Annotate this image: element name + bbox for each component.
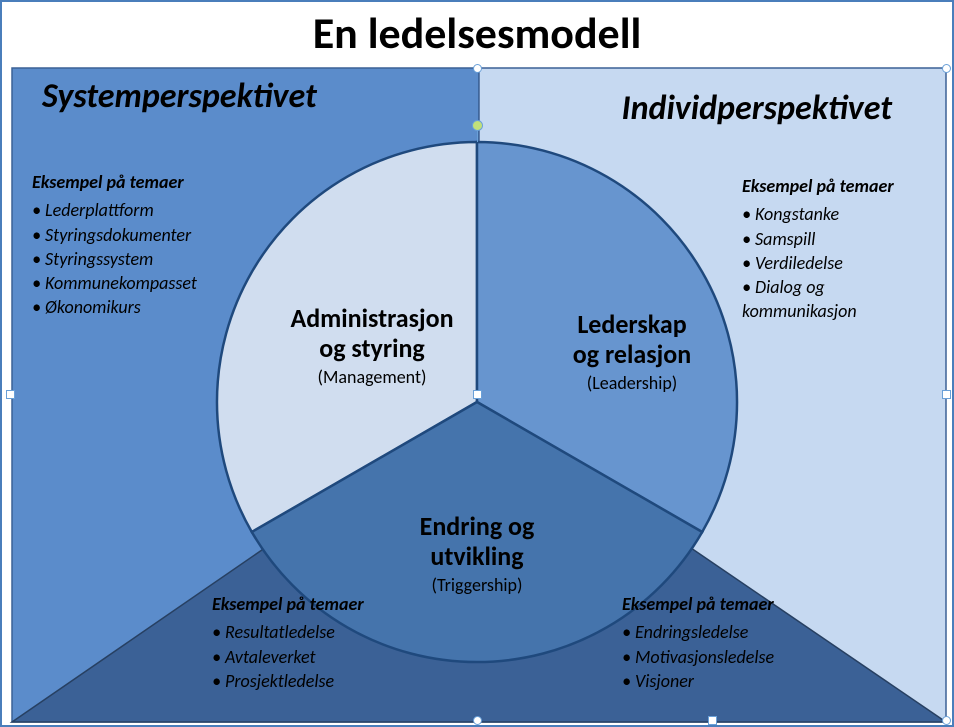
slice-main: Administrasjon [262,304,482,334]
slice-sub: (Triggership) [362,574,592,596]
temaer-header: Eksempel på temaer [212,592,364,616]
temaer-item: Kongstanke [742,202,932,226]
temaer-header: Eksempel på temaer [742,174,932,198]
slice-main: Endring og [362,512,592,542]
selection-handle[interactable] [708,716,717,725]
temaer-item: Resultatledelse [212,620,364,644]
temaer-item: Samspill [742,227,932,251]
diagram-canvas: En ledelsesmodell Systemperspektivet Ind… [0,0,954,727]
slice-sub: (Leadership) [532,372,732,394]
temaer-top-right: Eksempel på temaer Kongstanke Samspill V… [742,174,932,324]
rotate-stem [477,130,478,142]
selection-handle[interactable] [6,390,15,399]
temaer-item: Økonomikurs [32,295,197,319]
slice-main: og relasjon [532,340,732,370]
temaer-item: Styringssystem [32,247,197,271]
slice-label-admin: Administrasjon og styring (Management) [262,304,482,388]
slice-main: Lederskap [532,310,732,340]
selection-handle[interactable] [942,64,951,73]
temaer-item: Kommunekompasset [32,271,197,295]
temaer-item: Motivasjonsledelse [622,645,774,669]
temaer-item: Verdiledelse [742,251,932,275]
slice-label-leader: Lederskap og relasjon (Leadership) [532,310,732,394]
slice-main: utvikling [362,542,592,572]
temaer-header: Eksempel på temaer [622,592,774,616]
selection-handle[interactable] [473,64,482,73]
slice-label-endring: Endring og utvikling (Triggership) [362,512,592,596]
temaer-item: Visjoner [622,669,774,693]
temaer-header: Eksempel på temaer [32,170,197,194]
selection-handle[interactable] [942,390,951,399]
selection-handle[interactable] [473,716,482,725]
selection-handle[interactable] [942,716,951,725]
temaer-item: Endringsledelse [622,620,774,644]
temaer-top-left: Eksempel på temaer Lederplattform Styrin… [32,170,197,320]
left-header: Systemperspektivet [42,76,317,117]
page-title: En ledelsesmodell [2,6,952,60]
temaer-item: Styringsdokumenter [32,223,197,247]
selection-handle[interactable] [473,390,482,399]
slice-main: og styring [262,334,482,364]
slice-sub: (Management) [262,366,482,388]
temaer-bottom-right: Eksempel på temaer Endringsledelse Motiv… [622,592,774,693]
temaer-item: Avtaleverket [212,645,364,669]
right-header: Individperspektivet [622,88,892,129]
temaer-bottom-left: Eksempel på temaer Resultatledelse Avtal… [212,592,364,693]
temaer-item: Dialog og kommunikasjon [742,275,932,324]
temaer-item: Lederplattform [32,198,197,222]
temaer-item: Prosjektledelse [212,669,364,693]
